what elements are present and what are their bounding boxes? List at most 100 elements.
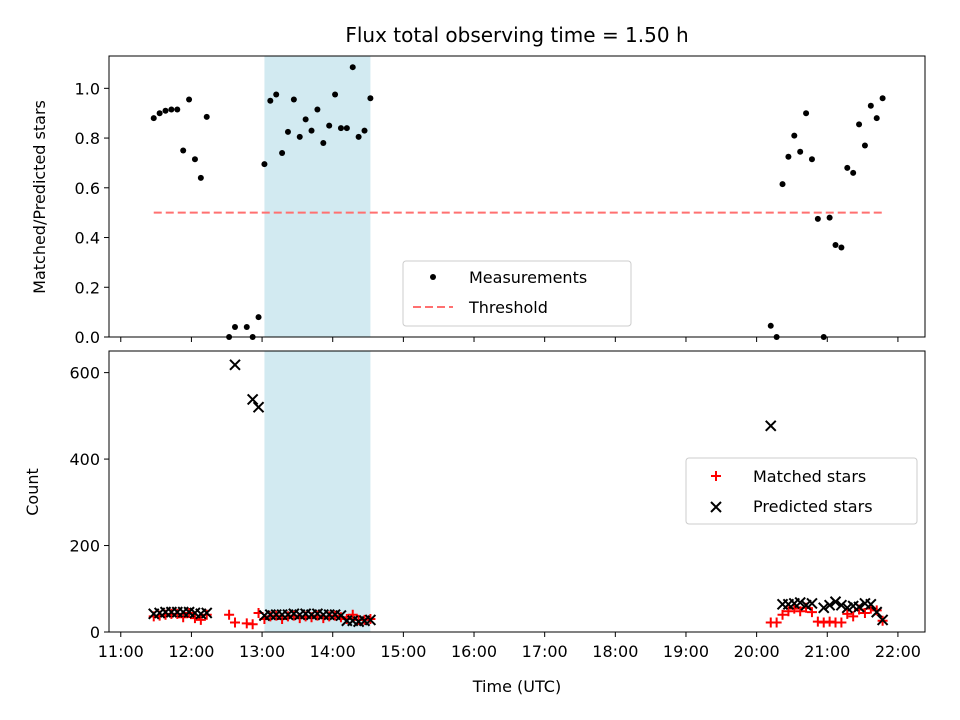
x-axis-label: Time (UTC) <box>472 677 561 696</box>
x-tick-label: 19:00 <box>663 642 709 661</box>
legend-threshold-label: Threshold <box>468 298 548 317</box>
y-tick-label: 400 <box>69 450 100 469</box>
measurement-point <box>808 156 815 163</box>
measurement-point <box>320 140 327 147</box>
matched-star-point <box>247 619 258 630</box>
measurement-point <box>296 133 303 140</box>
predicted-star-point <box>853 601 865 613</box>
matched-star-point <box>871 605 882 616</box>
chart-title: Flux total observing time = 1.50 h <box>345 23 688 47</box>
measurement-point <box>797 148 804 155</box>
x-tick-label: 22:00 <box>875 642 921 661</box>
matched-star-point <box>178 612 189 623</box>
legend-predicted-marker <box>710 501 722 513</box>
measurement-point <box>873 115 880 122</box>
measurement-point <box>779 181 786 188</box>
matched-star-point <box>795 606 806 617</box>
y-tick-label: 600 <box>69 364 100 383</box>
shaded-region <box>264 56 371 337</box>
measurement-point <box>785 153 792 160</box>
measurement-point <box>337 125 344 132</box>
measurement-point <box>150 115 157 122</box>
bottom-panel: 0 200 400 600 11:00 12:00 13:00 14:00 15:00 16:00… <box>69 350 926 661</box>
predicted-star-point <box>201 607 213 619</box>
measurement-point <box>326 122 333 129</box>
measurement-point <box>290 96 297 103</box>
matched-star-point <box>347 609 358 620</box>
measurement-point <box>231 324 238 331</box>
measurement-point <box>261 161 268 168</box>
top-legend-box <box>402 260 632 327</box>
predicted-star-point <box>871 606 883 618</box>
predicted-star-point <box>835 599 848 611</box>
matched-star-point <box>312 610 323 621</box>
measurement-point <box>197 174 204 181</box>
measurement-point <box>361 127 368 134</box>
x-tick-label: 11:00 <box>98 642 144 661</box>
measurement-point <box>814 215 821 222</box>
matched-star-point <box>224 609 235 620</box>
measurement-point <box>279 149 286 156</box>
bottom-axes-frame <box>108 350 926 633</box>
measurement-point <box>314 106 321 113</box>
predicted-star-point <box>806 597 818 610</box>
matched-star-point <box>783 606 794 617</box>
bottom-legend: Matched stars Predicted stars <box>685 457 918 525</box>
predicted-star-point <box>865 598 877 611</box>
shaded-region <box>264 351 371 632</box>
y-tick-label: 0 <box>90 623 100 642</box>
measurement-point <box>791 132 798 139</box>
matched-star-point <box>771 617 782 628</box>
x-tick-label: 12:00 <box>168 642 214 661</box>
x-tick-label: 14:00 <box>310 642 356 661</box>
matched-star-point <box>195 614 206 625</box>
predicted-star-point <box>818 602 830 614</box>
top-legend: Measurements Threshold <box>402 260 632 327</box>
y-tick-label: 0.4 <box>75 229 100 248</box>
measurement-point <box>180 147 187 154</box>
legend-matched-label: Matched stars <box>753 467 866 486</box>
measurement-point <box>284 128 291 135</box>
measurement-point <box>168 106 175 113</box>
matched-star-point <box>789 603 800 614</box>
measurement-point <box>186 96 193 103</box>
measurement-point <box>367 95 374 102</box>
matched-star-point <box>288 610 299 621</box>
predicted-star-point <box>823 599 836 611</box>
x-tick-label: 17:00 <box>522 642 568 661</box>
x-tick-label: 15:00 <box>380 642 426 661</box>
x-tick-label: 18:00 <box>592 642 638 661</box>
bottom-legend-box <box>685 457 918 525</box>
matched-star-point <box>848 611 859 622</box>
measurement-point <box>867 102 874 109</box>
measurement-point <box>349 64 356 71</box>
legend-measurements-label: Measurements <box>469 268 587 287</box>
y-tick-label: 1.0 <box>75 79 100 98</box>
measurement-point <box>156 110 163 117</box>
bottom-y-axis-label: Count <box>23 468 42 516</box>
measurement-point <box>803 110 810 117</box>
measurement-point <box>203 113 210 120</box>
legend-predicted-label: Predicted stars <box>753 497 873 516</box>
measurement-point <box>343 125 350 132</box>
matched-star-point <box>201 609 212 620</box>
predicted-star-point <box>829 596 842 608</box>
measurement-point <box>332 91 339 98</box>
legend-measurement-marker <box>430 274 436 280</box>
measurement-point <box>302 116 309 123</box>
legend-matched-marker <box>711 471 721 481</box>
measurement-point <box>826 214 833 221</box>
predicted-star-point <box>364 614 377 626</box>
y-tick-label: 0.6 <box>75 179 100 198</box>
measurement-point <box>162 107 169 114</box>
matched-star-point <box>189 613 200 624</box>
measurement-point <box>308 127 315 134</box>
predicted-star-point <box>229 359 241 371</box>
matched-star-point <box>859 607 870 618</box>
x-tick-label: 20:00 <box>734 642 780 661</box>
predicted-star-point <box>252 401 265 413</box>
predicted-star-point <box>246 393 259 406</box>
measurement-point <box>355 133 362 140</box>
